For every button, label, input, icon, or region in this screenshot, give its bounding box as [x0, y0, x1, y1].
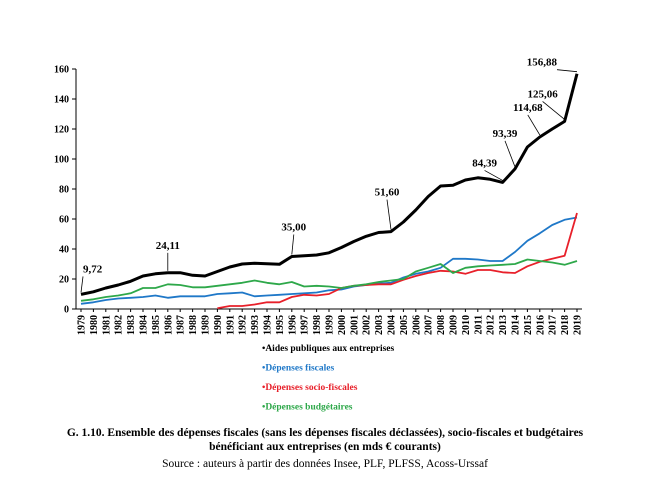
x-tick-label: 1990 — [213, 315, 224, 335]
annotation-leader — [527, 114, 541, 136]
annotation-leader — [484, 170, 503, 181]
x-tick-label: 2007 — [424, 315, 435, 335]
caption-line-2: bénéficiant aux entreprises (en mds € co… — [209, 441, 441, 453]
y-tick-label: 60 — [59, 215, 69, 226]
x-tick-label: 2001 — [349, 315, 360, 335]
x-tick-label: 2002 — [362, 315, 373, 335]
y-tick-label: 100 — [54, 155, 69, 166]
x-tick-label: 1983 — [126, 315, 137, 335]
x-tick-label: 2015 — [523, 315, 534, 335]
annotation-leader — [542, 101, 565, 120]
legend-item-0: •Aides publiques aux entreprises — [262, 344, 395, 354]
data-label: 51,60 — [375, 187, 400, 199]
y-tick-label: 0 — [64, 305, 69, 316]
caption-line-1: G. 1.10. Ensemble des dépenses fiscales … — [66, 427, 584, 439]
x-tick-label: 2004 — [387, 315, 398, 335]
x-tick-label: 2003 — [374, 315, 385, 335]
data-label: 156,88 — [527, 57, 558, 69]
x-tick-label: 1999 — [325, 315, 336, 335]
x-tick-label: 2017 — [548, 315, 559, 335]
x-tick-label: 2012 — [486, 315, 497, 335]
y-tick-label: 20 — [59, 275, 69, 286]
data-label: 84,39 — [472, 157, 497, 169]
x-tick-label: 2010 — [461, 315, 472, 335]
x-tick-label: 1994 — [263, 315, 274, 335]
series-line-2 — [217, 212, 578, 310]
x-tick-label: 2006 — [411, 315, 422, 335]
x-tick-label: 1982 — [114, 315, 125, 335]
x-tick-label: 2019 — [573, 315, 584, 335]
x-tick-label: 1998 — [312, 315, 323, 335]
annotation-leader — [504, 140, 516, 168]
y-tick-label: 160 — [54, 65, 69, 76]
y-tick-label: 120 — [54, 125, 69, 136]
data-label: 24,11 — [156, 240, 180, 252]
annotation-leader — [556, 69, 578, 73]
annotation-leader — [386, 199, 392, 230]
x-tick-label: 1985 — [151, 315, 162, 335]
data-label: 125,06 — [527, 88, 558, 100]
x-tick-label: 2008 — [436, 315, 447, 335]
x-tick-label: 2009 — [449, 315, 460, 335]
x-tick-label: 1991 — [225, 315, 236, 335]
data-label: 114,68 — [513, 102, 543, 114]
figure-caption: G. 1.10. Ensemble des dépenses fiscales … — [0, 426, 650, 454]
legend-item-3: •Dépenses budgétaires — [262, 403, 353, 413]
x-tick-label: 1988 — [188, 315, 199, 335]
annotation-leader — [291, 234, 295, 255]
series-line-0 — [80, 73, 579, 296]
data-label: 35,00 — [281, 222, 306, 234]
legend-item-1: •Dépenses fiscales — [262, 364, 334, 374]
data-label: 93,39 — [493, 128, 518, 140]
annotation-leader — [80, 276, 84, 293]
x-tick-label: 1987 — [176, 315, 187, 335]
x-tick-label: 1981 — [101, 315, 112, 335]
y-tick-label: 140 — [54, 95, 69, 106]
x-tick-label: 1989 — [201, 315, 212, 335]
x-tick-label: 1986 — [163, 315, 174, 335]
x-tick-label: 1979 — [77, 315, 88, 335]
x-tick-label: 2018 — [560, 315, 571, 335]
y-tick-label: 40 — [59, 245, 69, 256]
x-tick-label: 1997 — [300, 315, 311, 335]
x-tick-label: 1980 — [89, 315, 100, 335]
series-line-1 — [80, 216, 578, 305]
x-tick-label: 1996 — [287, 315, 298, 335]
data-label: 9,72 — [83, 263, 103, 275]
x-tick-label: 2000 — [337, 315, 348, 335]
y-tick-label: 80 — [59, 185, 69, 196]
x-tick-label: 2014 — [511, 315, 522, 335]
x-tick-label: 1992 — [238, 315, 249, 335]
x-tick-label: 1984 — [139, 315, 150, 335]
figure-source: Source : auteurs à partir des données In… — [162, 458, 488, 470]
x-tick-label: 2013 — [498, 315, 509, 335]
series-line-3 — [80, 258, 578, 302]
x-tick-label: 2016 — [535, 315, 546, 335]
legend-item-2: •Dépenses socio-fiscales — [262, 383, 358, 393]
x-tick-label: 2011 — [473, 315, 484, 334]
x-tick-label: 2005 — [399, 315, 410, 335]
x-tick-label: 1995 — [275, 315, 286, 335]
x-tick-label: 1993 — [250, 315, 261, 335]
